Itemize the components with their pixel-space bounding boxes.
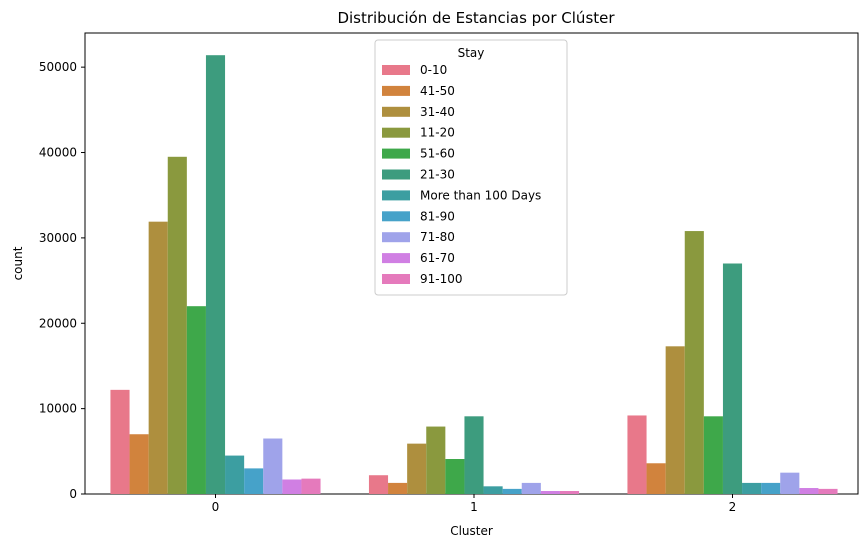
legend-swatch xyxy=(382,253,410,264)
bar-61-70-cluster-0 xyxy=(282,479,302,494)
legend-swatch xyxy=(382,211,410,222)
bar-61-70-cluster-1 xyxy=(540,491,560,494)
bar-21-30-cluster-1 xyxy=(464,416,484,494)
bar-41-50-cluster-1 xyxy=(388,482,408,494)
bar-11-20-cluster-1 xyxy=(426,426,446,494)
legend-swatch xyxy=(382,127,410,138)
x-tick-label: 2 xyxy=(729,500,737,514)
legend-label: 81-90 xyxy=(420,209,455,223)
bar-71-80-cluster-2 xyxy=(780,472,800,494)
legend-label: 41-50 xyxy=(420,84,455,98)
bar-51-60-cluster-2 xyxy=(703,416,723,494)
y-tick-label: 30000 xyxy=(39,231,77,245)
bar-more-than-100-days-cluster-2 xyxy=(742,482,762,494)
y-tick-label: 20000 xyxy=(39,316,77,330)
legend-swatch xyxy=(382,169,410,180)
legend-swatch xyxy=(382,106,410,117)
y-axis: 0 10000 20000 30000 40000 50000 xyxy=(39,60,85,501)
bar-91-100-cluster-0 xyxy=(301,478,321,494)
bar-71-80-cluster-0 xyxy=(263,438,283,494)
legend-swatch xyxy=(382,85,410,96)
y-tick-label: 0 xyxy=(69,487,77,501)
bar-81-90-cluster-1 xyxy=(502,488,522,494)
x-axis: 0 1 2 xyxy=(212,494,737,514)
bar-0-10-cluster-2 xyxy=(627,415,647,494)
chart-title: Distribución de Estancias por Clúster xyxy=(337,9,615,27)
y-tick-label: 10000 xyxy=(39,402,77,416)
legend-label: 21-30 xyxy=(420,168,455,182)
legend-swatch xyxy=(382,148,410,159)
bar-0-10-cluster-1 xyxy=(368,475,389,494)
bar-11-20-cluster-2 xyxy=(684,231,704,494)
legend-label: 11-20 xyxy=(420,126,455,140)
bar-81-90-cluster-0 xyxy=(244,468,264,494)
bar-51-60-cluster-1 xyxy=(445,459,465,494)
bar-more-than-100-days-cluster-1 xyxy=(483,486,503,494)
bar-41-50-cluster-0 xyxy=(129,434,149,494)
legend-swatch xyxy=(382,274,410,284)
legend-swatch xyxy=(382,190,410,201)
legend: Stay 0-10 41-50 31-40 11-20 51-60 21-30 More t… xyxy=(374,39,568,296)
legend-title: Stay xyxy=(458,46,485,60)
legend-label: 0-10 xyxy=(420,63,447,77)
bar-61-70-cluster-2 xyxy=(799,488,819,494)
bar-31-40-cluster-1 xyxy=(407,443,427,494)
x-axis-label: Cluster xyxy=(450,524,493,538)
bar-31-40-cluster-2 xyxy=(665,346,685,494)
x-tick-label: 0 xyxy=(212,500,220,514)
bar-31-40-cluster-0 xyxy=(148,221,168,495)
legend-label: 51-60 xyxy=(420,147,455,161)
legend-label: 71-80 xyxy=(420,230,455,244)
legend-items: 0-10 41-50 31-40 11-20 51-60 21-30 More than 1… xyxy=(382,63,541,286)
bar-91-100-cluster-2 xyxy=(818,488,838,494)
bar-71-80-cluster-1 xyxy=(521,482,541,494)
legend-box xyxy=(374,39,568,296)
legend-label: 31-40 xyxy=(420,105,455,119)
bar-21-30-cluster-0 xyxy=(205,55,226,494)
bars-group xyxy=(110,55,838,495)
bar-more-than-100-days-cluster-0 xyxy=(225,455,245,494)
plot-area: 0 10000 20000 30000 40000 50000 0 1 2 xyxy=(39,32,859,514)
bar-21-30-cluster-2 xyxy=(722,263,743,494)
y-tick-label: 40000 xyxy=(39,146,77,160)
bar-81-90-cluster-2 xyxy=(761,482,781,494)
y-tick-label: 50000 xyxy=(39,60,77,74)
y-axis-label: count xyxy=(11,246,25,280)
bar-91-100-cluster-1 xyxy=(559,491,580,494)
legend-swatch xyxy=(382,65,410,75)
legend-swatch xyxy=(382,232,410,243)
bar-51-60-cluster-0 xyxy=(186,306,206,494)
legend-label: More than 100 Days xyxy=(420,188,541,202)
legend-label: 61-70 xyxy=(420,251,455,265)
legend-label: 91-100 xyxy=(420,272,463,286)
bar-0-10-cluster-0 xyxy=(110,389,130,494)
x-tick-label: 1 xyxy=(470,500,478,514)
bar-11-20-cluster-0 xyxy=(167,156,187,495)
bar-41-50-cluster-2 xyxy=(646,463,666,494)
